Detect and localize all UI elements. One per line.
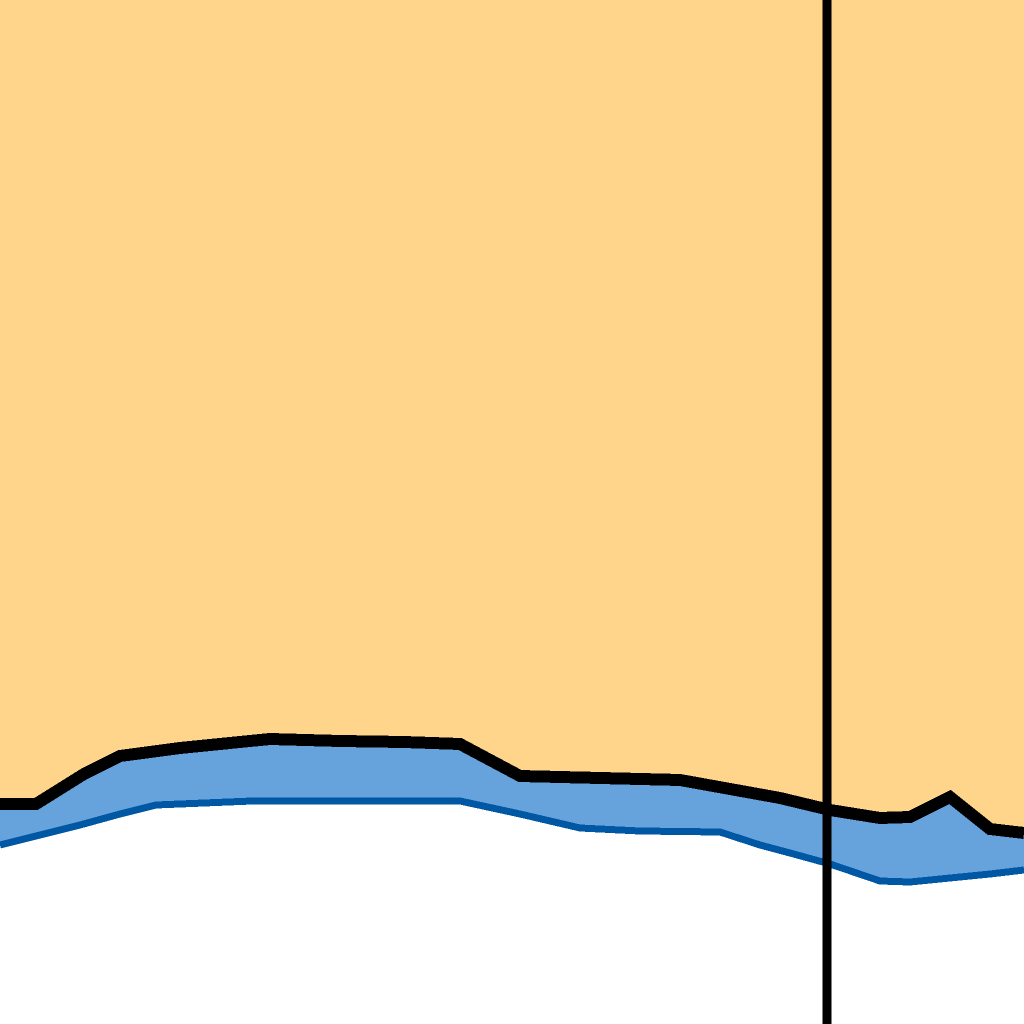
land-area <box>0 0 1024 833</box>
coastline <box>0 732 1024 839</box>
shelf-edge-line <box>0 797 1024 886</box>
